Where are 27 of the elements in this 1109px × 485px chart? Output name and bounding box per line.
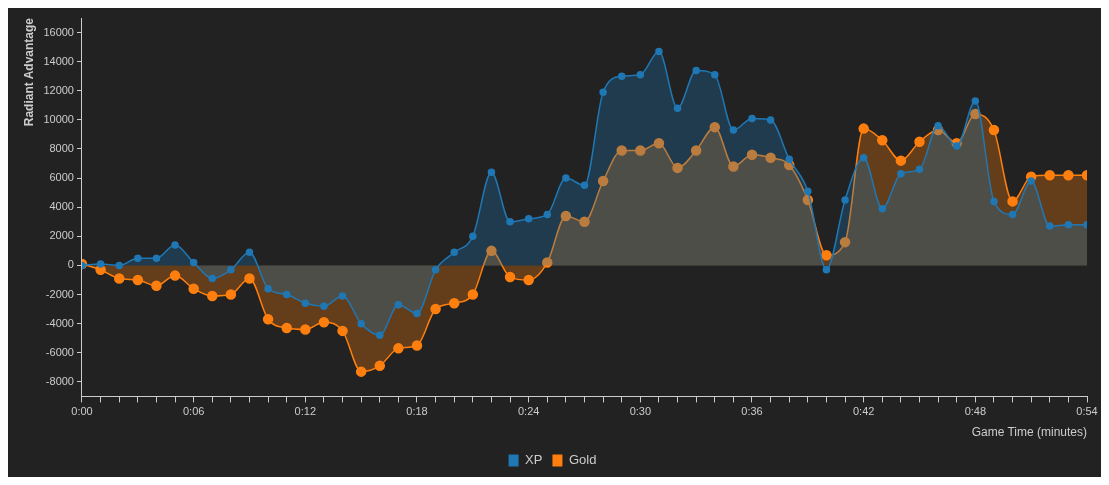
y-tick-label: 4000 xyxy=(49,200,74,213)
y-tick-label: 10000 xyxy=(43,112,74,125)
y-tick-label: -4000 xyxy=(45,316,74,329)
y-tick-label: 0 xyxy=(67,258,74,271)
legend-label: XP xyxy=(525,452,543,468)
y-tick-label: -2000 xyxy=(45,287,74,300)
x-tick-label: 0:48 xyxy=(964,405,987,418)
x-tick-label: 0:00 xyxy=(71,405,93,418)
x-tick-label: 0:54 xyxy=(1076,405,1098,418)
y-tick-label: 12000 xyxy=(43,83,74,96)
x-tick-label: 0:36 xyxy=(741,405,763,418)
y-tick-label: 8000 xyxy=(49,142,74,155)
x-tick-label: 0:24 xyxy=(517,405,540,418)
y-tick-label: 16000 xyxy=(43,25,74,38)
y-axis-title: Radiant Advantage xyxy=(21,17,36,127)
x-axis-title: Game Time (minutes) xyxy=(971,425,1087,440)
x-tick-label: 0:12 xyxy=(294,405,317,418)
x-tick-label: 0:18 xyxy=(406,405,428,418)
y-tick-label: 2000 xyxy=(49,229,74,242)
y-tick-label: -8000 xyxy=(45,374,74,387)
x-tick-label: 0:42 xyxy=(852,405,875,418)
x-tick-label: 0:30 xyxy=(629,405,652,418)
legend-label: Gold xyxy=(568,452,597,468)
y-tick-label: -6000 xyxy=(45,345,74,358)
y-tick-label: 14000 xyxy=(43,54,74,67)
x-tick-label: 0:06 xyxy=(182,405,205,418)
y-tick-label: 6000 xyxy=(49,171,74,184)
